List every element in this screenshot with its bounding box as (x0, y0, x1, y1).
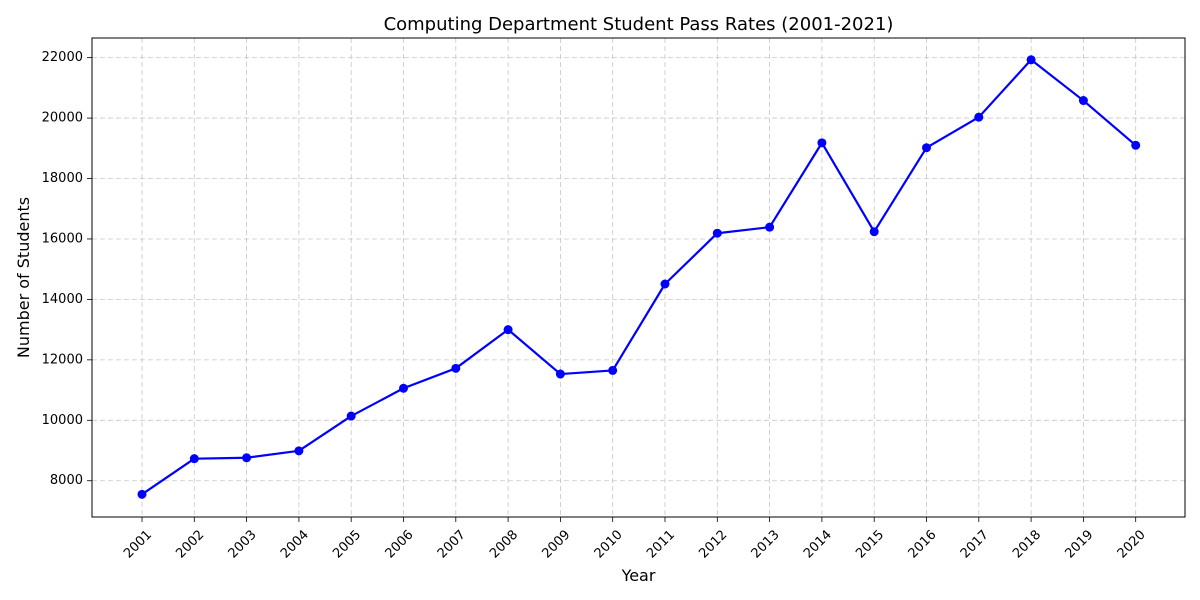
x-tick-label: 2003 (226, 527, 260, 561)
x-tick-label: 2015 (853, 527, 887, 561)
x-tick-label: 2011 (644, 527, 678, 561)
x-tick-label: 2005 (330, 527, 364, 561)
x-tick-label: 2010 (592, 527, 626, 561)
x-tick-label: 2018 (1010, 527, 1044, 561)
x-tick-label: 2008 (487, 527, 521, 561)
x-tick-label: 2002 (173, 527, 207, 561)
x-tick-label: 2020 (1115, 527, 1149, 561)
x-tick-label: 2009 (539, 527, 573, 561)
series-line (141, 58, 1137, 496)
x-tick-label: 2013 (749, 527, 783, 561)
data-point (660, 279, 670, 289)
x-tick-label: 2014 (801, 527, 835, 561)
x-tick-label: 2012 (696, 527, 730, 561)
data-point (869, 227, 879, 237)
y-axis-title: Number of Students (14, 197, 33, 358)
chart-title: Computing Department Student Pass Rates … (384, 14, 894, 35)
y-tick-label: 14000 (42, 292, 83, 307)
x-tick-label: 2017 (958, 527, 992, 561)
data-point (1078, 96, 1088, 106)
y-tick-label: 18000 (42, 171, 83, 186)
data-point (817, 138, 827, 148)
data-point (503, 325, 513, 335)
data-point (346, 411, 356, 421)
y-tick-label: 22000 (42, 50, 83, 65)
data-point (608, 365, 618, 375)
data-point (1026, 55, 1036, 65)
data-point (974, 112, 984, 122)
tick-layer: 2001 2002 2003 2004 2005 2006 2007 2008 2009 2010… (42, 50, 1149, 561)
y-tick-label: 10000 (42, 413, 83, 428)
data-point (765, 222, 775, 232)
data-point (555, 369, 565, 379)
x-tick-label: 2016 (906, 527, 940, 561)
data-point (294, 446, 304, 456)
data-point (922, 143, 931, 153)
y-tick-label: 16000 (42, 231, 83, 246)
data-point (1131, 140, 1141, 150)
x-tick-label: 2007 (435, 527, 469, 561)
y-tick-label: 20000 (42, 111, 83, 126)
grid-layer (92, 38, 1185, 517)
x-tick-label: 2004 (278, 527, 312, 561)
plot-frame (91, 37, 1186, 518)
data-point (712, 228, 722, 238)
data-point (242, 453, 252, 463)
x-axis-title: Year (621, 566, 656, 585)
y-tick-label: 12000 (42, 352, 83, 367)
data-point (189, 454, 199, 464)
y-tick-label: 8000 (50, 473, 83, 488)
series-layer (137, 55, 1141, 499)
x-tick-label: 2019 (1062, 527, 1096, 561)
x-tick-label: 2006 (383, 527, 417, 561)
x-tick-label: 2001 (121, 527, 155, 561)
data-point (137, 489, 147, 499)
data-point (451, 363, 461, 373)
data-point (399, 383, 408, 393)
